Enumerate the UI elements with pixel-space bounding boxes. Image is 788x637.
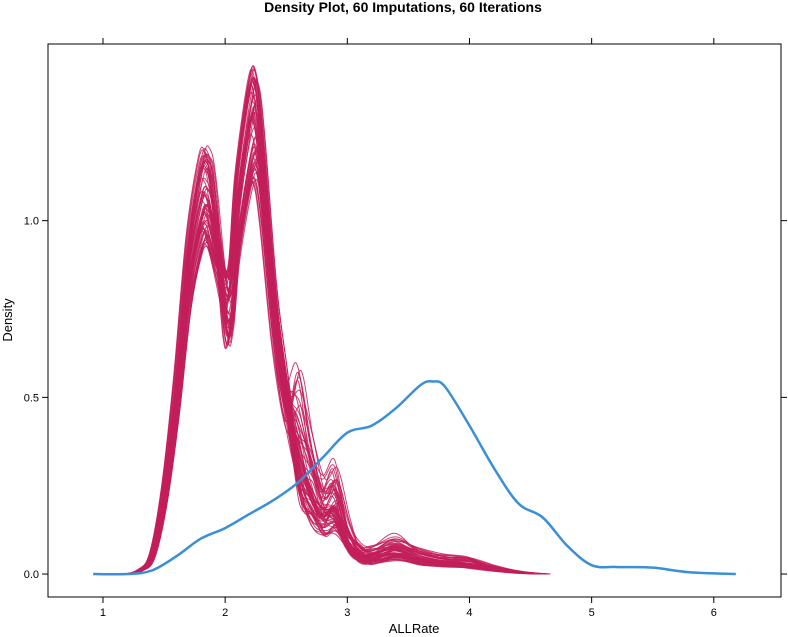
x-tick-label: 5	[589, 607, 595, 619]
observed-density-series	[93, 380, 736, 576]
observed-density-line	[93, 380, 736, 576]
axis-ticks: 1 2 3 4 5 6 0.0 0.5 1.0	[24, 38, 787, 619]
y-tick-label: 0.0	[24, 569, 39, 581]
imputed-density-line	[125, 167, 544, 575]
imputed-density-line	[130, 82, 538, 575]
chart-title: Density Plot, 60 Imputations, 60 Iterati…	[264, 0, 542, 15]
x-tick-label: 6	[711, 607, 717, 619]
plot-frame	[47, 43, 782, 598]
imputed-density-line	[128, 111, 543, 575]
y-axis-label: Density	[0, 298, 15, 342]
imputed-density-line	[126, 111, 541, 575]
imputed-density-line	[128, 108, 540, 575]
imputed-density-line	[124, 68, 541, 575]
imputed-density-line	[129, 153, 549, 575]
y-tick-label: 0.5	[24, 392, 39, 404]
x-tick-label: 1	[100, 607, 106, 619]
imputed-density-series	[124, 65, 551, 575]
x-axis-label: ALLRate	[389, 621, 440, 636]
y-tick-label: 1.0	[24, 216, 39, 228]
x-tick-label: 2	[222, 607, 228, 619]
x-tick-label: 4	[466, 607, 472, 619]
x-tick-label: 3	[344, 607, 350, 619]
